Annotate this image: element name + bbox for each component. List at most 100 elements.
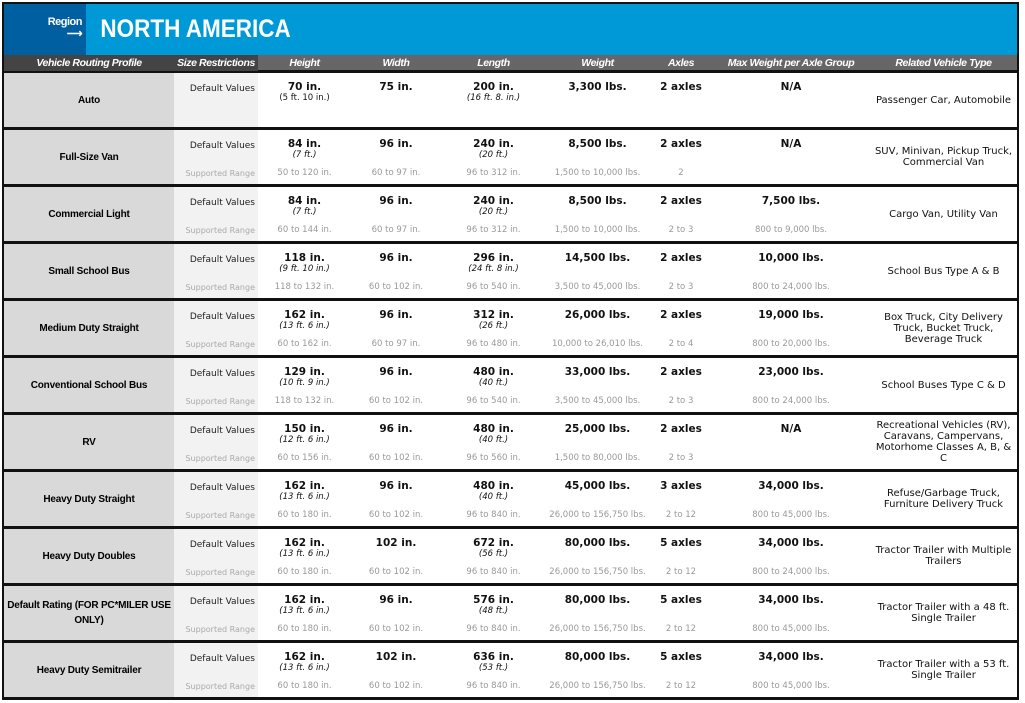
value-cell: 80,000 lbs. 26,000 to 156,750 lbs.	[546, 586, 649, 640]
default-value-feet: (9 ft. 10 in.)	[279, 264, 330, 274]
value-cell: 23,000 lbs. 800 to 24,000 lbs.	[713, 358, 869, 412]
default-value: 162 in.	[284, 480, 325, 492]
value-cell: 296 in. (24 ft. 8 in.) 96 to 540 in.	[441, 244, 546, 298]
default-value: 34,000 lbs.	[758, 480, 824, 492]
value-cell: 162 in. (13 ft. 6 in.) 60 to 180 in.	[258, 529, 351, 583]
supported-range: 800 to 24,000 lbs.	[752, 567, 830, 577]
default-value: 240 in.	[473, 138, 514, 150]
supported-range: 26,000 to 156,750 lbs.	[549, 567, 646, 577]
default-value: 96 in.	[379, 195, 413, 207]
value-cell: 34,000 lbs. 800 to 24,000 lbs.	[713, 529, 869, 583]
size-restrictions-cell: Default Values Supported Range	[174, 643, 258, 697]
default-value: 34,000 lbs.	[758, 537, 824, 549]
size-restrictions-cell: Default Values Supported Range	[174, 187, 258, 241]
value-cell: 45,000 lbs. 26,000 to 156,750 lbs.	[546, 472, 649, 526]
default-value: 480 in.	[473, 480, 514, 492]
size-restrictions-cell: Default Values Supported Range	[174, 415, 258, 469]
default-values-label: Default Values	[189, 84, 255, 94]
default-value: 80,000 lbs.	[564, 594, 631, 606]
value-cell: 34,000 lbs. 800 to 45,000 lbs.	[713, 643, 869, 697]
supported-range: 96 to 312 in.	[466, 168, 521, 178]
value-cell: 96 in. 60 to 97 in.	[351, 130, 441, 184]
column-header: Weight	[581, 57, 614, 69]
table-row: Medium Duty Straight Default Values Suppo…	[4, 301, 1017, 358]
value-cell: 162 in. (13 ft. 6 in.) 60 to 162 in.	[258, 301, 351, 355]
default-value-feet: (13 ft. 6 in.)	[279, 492, 330, 502]
default-value: 3,300 lbs.	[568, 81, 627, 93]
table-row: Commercial Light Default Values Supported…	[4, 187, 1017, 244]
default-value-feet: (12 ft. 6 in.)	[279, 435, 330, 445]
table-row: Conventional School Bus Default Values Su…	[4, 358, 1017, 415]
default-value: 96 in.	[379, 252, 413, 264]
size-restrictions-cell: Default Values Supported Range	[174, 130, 258, 184]
profile-name: Full-Size Van	[4, 130, 174, 184]
supported-range: 118 to 132 in.	[274, 282, 335, 292]
default-value: 200 in.	[473, 81, 514, 93]
default-values-label: Default Values	[189, 597, 255, 607]
default-value: 5 axles	[660, 594, 702, 606]
default-value: 118 in.	[284, 252, 325, 264]
default-value-feet: (10 ft. 9 in.)	[279, 378, 330, 388]
default-value: 150 in.	[284, 423, 325, 435]
default-value: 2 axles	[660, 423, 702, 435]
value-cell: 96 in. 60 to 97 in.	[351, 187, 441, 241]
column-header: Vehicle Routing Profile	[4, 55, 174, 71]
value-cell: 84 in. (7 ft.) 60 to 144 in.	[258, 187, 351, 241]
related-vehicle-type: Tractor Trailer with a 48 ft. Single Tra…	[877, 602, 1010, 624]
default-values-label: Default Values	[189, 312, 255, 322]
value-cell: 102 in. 60 to 102 in.	[351, 529, 441, 583]
value-cell: 2 axles 2 to 3	[649, 415, 713, 469]
default-value: 70 in.	[287, 81, 322, 93]
supported-range: 96 to 312 in.	[466, 225, 521, 235]
supported-range: 96 to 840 in.	[466, 510, 521, 520]
table-row: Auto Default Values 70 in. (5 ft. 10 in.)…	[4, 73, 1017, 130]
supported-range-label: Supported Range	[185, 226, 255, 235]
default-value-feet: (7 ft.)	[292, 207, 317, 217]
value-cell: 80,000 lbs. 26,000 to 156,750 lbs.	[546, 643, 649, 697]
supported-range: 800 to 24,000 lbs.	[752, 282, 830, 292]
default-value: 2 axles	[660, 309, 702, 321]
value-cell: 34,000 lbs. 800 to 45,000 lbs.	[713, 472, 869, 526]
default-values-label: Default Values	[189, 426, 255, 436]
column-header: Height	[289, 57, 320, 69]
default-value: N/A	[780, 81, 802, 93]
value-cell: 8,500 lbs. 1,500 to 10,000 lbs.	[546, 130, 649, 184]
default-value: 240 in.	[473, 195, 514, 207]
value-cell: 576 in. (48 ft.) 96 to 840 in.	[441, 586, 546, 640]
value-cell: 70 in. (5 ft. 10 in.)	[258, 73, 351, 127]
default-value: 80,000 lbs.	[564, 651, 631, 663]
supported-range-label: Supported Range	[185, 340, 255, 349]
supported-range: 2 to 3	[668, 453, 694, 463]
table-row: Full-Size Van Default Values Supported Ra…	[4, 130, 1017, 187]
profile-name: Medium Duty Straight	[4, 301, 174, 355]
value-cell: 480 in. (40 ft.) 96 to 560 in.	[441, 415, 546, 469]
profile-name: Heavy Duty Doubles	[4, 529, 174, 583]
default-values-label: Default Values	[189, 255, 255, 265]
supported-range: 60 to 102 in.	[368, 282, 424, 292]
value-cell: 96 in. 60 to 102 in.	[351, 415, 441, 469]
supported-range-label: Supported Range	[185, 283, 255, 292]
default-value: 19,000 lbs.	[758, 309, 824, 321]
supported-range: 60 to 144 in.	[277, 225, 332, 235]
supported-range: 96 to 840 in.	[466, 681, 521, 691]
default-value: 2 axles	[660, 195, 702, 207]
related-vehicle-type: School Buses Type C & D	[881, 379, 1006, 391]
value-cell: 5 axles 2 to 12	[649, 643, 713, 697]
size-restrictions-cell: Default Values Supported Range	[174, 586, 258, 640]
value-cell: 96 in. 60 to 102 in.	[351, 244, 441, 298]
default-values-label: Default Values	[189, 141, 255, 151]
supported-range: 2 to 12	[665, 624, 697, 634]
value-cell: 26,000 lbs. 10,000 to 26,010 lbs.	[546, 301, 649, 355]
default-value-feet: (20 ft.)	[478, 207, 509, 217]
profile-name: RV	[4, 415, 174, 469]
supported-range: 1,500 to 10,000 lbs.	[554, 168, 641, 178]
default-value-feet: (13 ft. 6 in.)	[279, 663, 330, 673]
default-value: 576 in.	[473, 594, 514, 606]
supported-range: 60 to 162 in.	[277, 339, 332, 349]
supported-range: 60 to 97 in.	[371, 339, 421, 349]
supported-range: 60 to 180 in.	[277, 567, 332, 577]
value-cell: N/A	[713, 73, 869, 127]
default-value-feet: (56 ft.)	[478, 549, 509, 559]
default-value: 34,000 lbs.	[758, 594, 824, 606]
